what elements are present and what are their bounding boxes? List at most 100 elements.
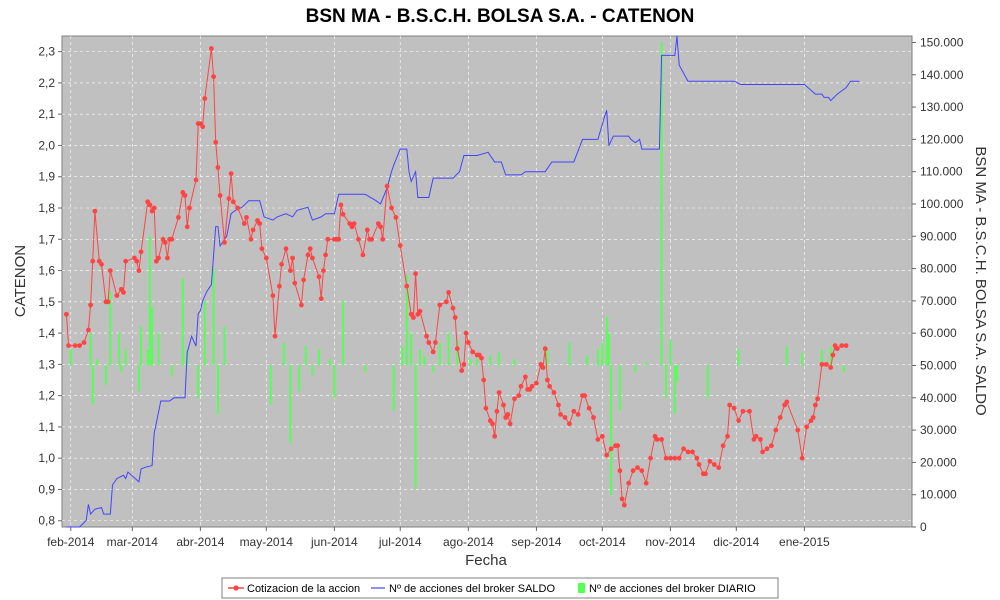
diario-bar	[311, 365, 314, 376]
price-point	[257, 221, 263, 227]
price-point	[819, 362, 825, 367]
price-point	[248, 236, 254, 242]
diario-bar	[342, 300, 345, 366]
y-left-tick-label: 1,0	[38, 451, 55, 465]
diario-bar	[282, 342, 285, 366]
diario-bar	[526, 365, 529, 367]
price-point	[299, 302, 304, 308]
price-point	[843, 343, 849, 348]
price-point	[364, 227, 370, 233]
price-point	[813, 402, 818, 408]
price-point	[663, 455, 669, 461]
diario-bar	[610, 365, 613, 495]
price-point	[404, 283, 410, 289]
saldo-line	[66, 35, 860, 528]
price-point	[430, 349, 436, 355]
price-point	[799, 455, 805, 461]
x-tick-label: may-2014	[240, 535, 294, 549]
diario-bar	[634, 365, 637, 372]
price-point	[547, 383, 552, 389]
price-point	[270, 293, 276, 298]
y-right-tick-label: 90.000	[920, 229, 957, 243]
price-point	[839, 343, 845, 348]
diario-bar	[197, 365, 200, 398]
price-point	[413, 271, 418, 277]
x-tick-label: ago-2014	[443, 535, 494, 549]
price-point	[99, 261, 104, 267]
price-point	[635, 465, 640, 470]
price-point	[88, 302, 93, 308]
price-point	[301, 277, 306, 283]
price-point	[217, 193, 223, 198]
price-point	[66, 343, 71, 348]
diario-bar	[489, 355, 492, 366]
y-left-tick-label: 1,4	[38, 326, 55, 340]
diario-bar	[410, 333, 413, 366]
diario-bar	[148, 236, 151, 366]
price-point	[465, 340, 471, 345]
x-tick-label: nov-2014	[645, 535, 695, 549]
plot-area	[61, 35, 913, 528]
diario-bar	[124, 349, 127, 366]
y-left-tick-label: 2,2	[38, 76, 55, 90]
price-point	[241, 221, 247, 227]
price-point	[725, 433, 730, 439]
price-point	[426, 340, 432, 345]
price-point	[562, 415, 568, 420]
chart-title: BSN MA - B.S.C.H. BOLSA S.A. - CATENON	[306, 6, 695, 27]
price-point	[621, 502, 627, 508]
price-point	[338, 202, 344, 208]
diario-bar	[706, 365, 709, 398]
diario-bar	[140, 326, 143, 366]
y-right-tick-label: 80.000	[920, 262, 957, 276]
y-right-tick-label: 40.000	[920, 391, 957, 405]
diario-bar	[91, 365, 94, 405]
price-point	[479, 355, 484, 361]
price-point	[676, 455, 682, 461]
price-point	[769, 443, 774, 449]
diario-bar	[801, 352, 804, 366]
price-point	[307, 246, 313, 252]
price-point	[228, 171, 234, 177]
price-point	[136, 268, 142, 273]
price-point	[736, 418, 741, 424]
price-point	[283, 246, 289, 252]
price-point	[630, 468, 636, 474]
price-point	[720, 443, 726, 449]
diario-bar	[607, 333, 610, 366]
diario-bar	[820, 349, 823, 366]
price-point	[389, 205, 394, 211]
price-point	[290, 255, 295, 261]
diario-bar	[109, 291, 112, 366]
price-point	[321, 268, 326, 273]
price-point	[523, 374, 528, 380]
price-point	[360, 252, 366, 258]
price-point	[648, 455, 653, 461]
price-point	[716, 465, 722, 470]
diario-bar	[432, 365, 435, 372]
price-point	[619, 496, 625, 502]
diario-bar	[669, 339, 672, 366]
legend-saldo-label: Nº de acciones del broker SALDO	[389, 583, 555, 595]
price-point	[200, 124, 206, 130]
diario-bars	[69, 42, 845, 495]
y-left-tick-label: 1,9	[38, 170, 55, 184]
price-point	[123, 258, 129, 264]
grid-lines	[62, 36, 912, 527]
price-point	[599, 433, 605, 439]
price-point	[454, 346, 460, 352]
price-point	[626, 480, 632, 486]
y-left-tick-label: 1,1	[38, 420, 55, 434]
price-point	[417, 308, 423, 314]
diario-bar	[118, 333, 121, 366]
price-point	[378, 224, 383, 230]
legend-price-label: Cotizacion de la accion	[247, 583, 360, 595]
price-point	[556, 402, 561, 408]
price-point	[169, 236, 175, 242]
diario-bar	[605, 317, 608, 366]
price-point	[747, 408, 752, 414]
price-point	[151, 205, 157, 211]
price-point	[518, 383, 524, 389]
price-point	[380, 236, 386, 242]
